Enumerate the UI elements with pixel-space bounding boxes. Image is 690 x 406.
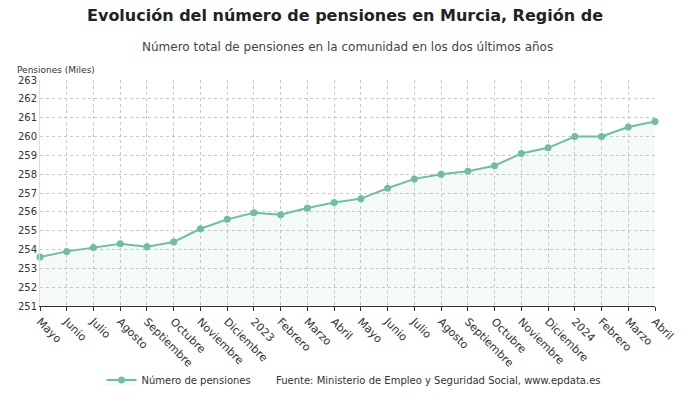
svg-text:262: 262	[18, 93, 37, 104]
svg-text:259: 259	[18, 150, 37, 161]
svg-text:258: 258	[18, 169, 37, 180]
svg-text:Octubre: Octubre	[168, 316, 208, 356]
svg-text:Marzo: Marzo	[622, 316, 655, 349]
svg-text:260: 260	[18, 131, 37, 142]
svg-text:Mayo: Mayo	[34, 316, 64, 346]
svg-text:Marzo: Marzo	[301, 316, 334, 349]
svg-text:Septiembre: Septiembre	[141, 316, 195, 370]
svg-text:Julio: Julio	[87, 315, 113, 341]
svg-text:254: 254	[18, 244, 37, 255]
svg-text:Febrero: Febrero	[275, 316, 314, 355]
svg-text:Agosto: Agosto	[114, 316, 150, 352]
svg-text:Noviembre: Noviembre	[515, 316, 567, 368]
svg-text:Evolución del número de pensio: Evolución del número de pensiones en Mur…	[87, 6, 603, 25]
svg-text:Abril: Abril	[328, 316, 355, 343]
svg-text:Abril: Abril	[649, 316, 676, 343]
svg-text:256: 256	[18, 206, 37, 217]
svg-text:Junio: Junio	[381, 315, 410, 344]
svg-text:257: 257	[18, 188, 37, 199]
svg-text:Agosto: Agosto	[435, 316, 471, 352]
svg-text:253: 253	[18, 263, 37, 274]
svg-text:Julio: Julio	[408, 315, 434, 341]
svg-text:252: 252	[18, 282, 37, 293]
svg-text:251: 251	[18, 301, 37, 312]
svg-text:2024: 2024	[569, 316, 598, 345]
svg-text:Número total de pensiones en l: Número total de pensiones en la comunida…	[142, 40, 553, 54]
svg-text:Febrero: Febrero	[596, 316, 635, 355]
svg-text:Pensiones (Miles): Pensiones (Miles)	[17, 65, 95, 75]
svg-text:Noviembre: Noviembre	[194, 316, 246, 368]
svg-text:Junio: Junio	[60, 315, 89, 344]
svg-text:Fuente: Ministerio de Empleo y: Fuente: Ministerio de Empleo y Seguridad…	[276, 375, 601, 386]
svg-text:Diciembre: Diciembre	[221, 316, 270, 365]
svg-text:Diciembre: Diciembre	[542, 316, 591, 365]
svg-text:263: 263	[18, 75, 37, 86]
svg-text:Septiembre: Septiembre	[462, 316, 516, 370]
svg-text:2023: 2023	[248, 316, 277, 345]
svg-text:Mayo: Mayo	[355, 316, 385, 346]
svg-text:Número de pensiones: Número de pensiones	[142, 375, 251, 386]
svg-text:261: 261	[18, 112, 37, 123]
svg-text:255: 255	[18, 225, 37, 236]
svg-text:Octubre: Octubre	[489, 316, 529, 356]
